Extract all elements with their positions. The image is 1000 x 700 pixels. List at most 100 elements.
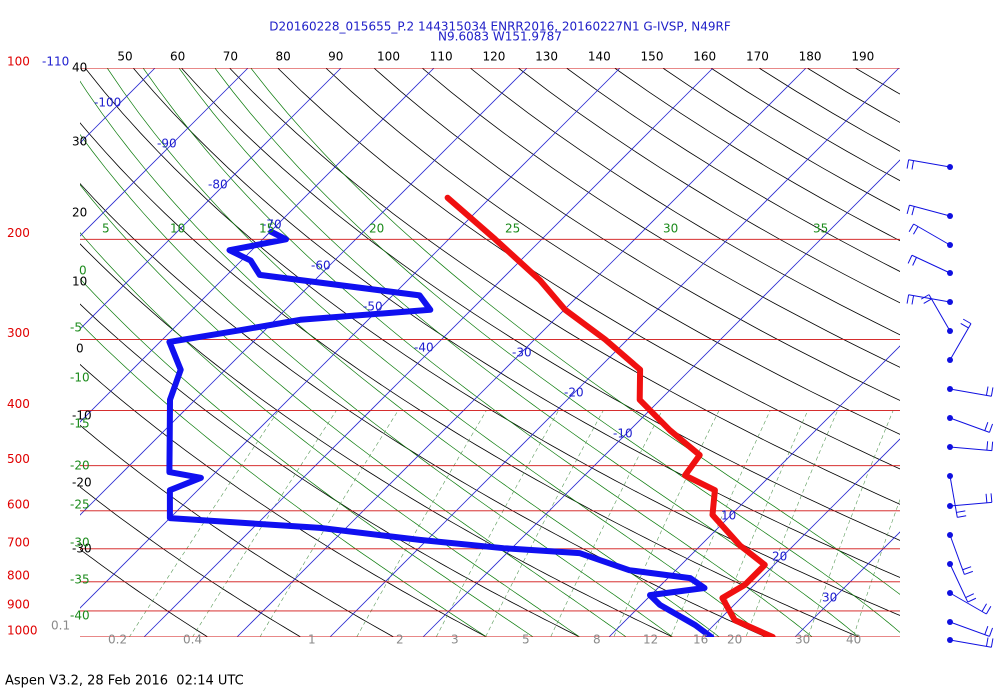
isotherm-label: -60 xyxy=(311,259,331,273)
mixing-ratio-label: 0.2 xyxy=(108,633,127,647)
temperature-label: 0 xyxy=(76,342,84,356)
wind-barb xyxy=(985,386,989,396)
wind-barb xyxy=(984,422,989,431)
wind-dot xyxy=(947,213,953,219)
wind-staff xyxy=(911,254,951,274)
wind-barb xyxy=(906,205,910,214)
pressure-label: 900 xyxy=(7,597,30,611)
wind-dot xyxy=(947,637,953,643)
pressure-label: 700 xyxy=(7,535,30,549)
wind-staff xyxy=(949,417,990,433)
mixing-ratio-line xyxy=(853,498,900,637)
wind-staff xyxy=(949,446,992,452)
dry-adiabat xyxy=(80,182,767,637)
wind-barb xyxy=(991,441,994,451)
mixing-ratio-label: 20 xyxy=(727,633,742,647)
moist-adiabat xyxy=(80,80,720,637)
adiabat-label: 35 xyxy=(813,222,828,236)
moist-adiabat xyxy=(80,278,534,637)
adiabat-label: 15 xyxy=(259,222,274,236)
wind-staff xyxy=(949,323,972,361)
wind-barb xyxy=(967,597,977,603)
pressure-label: 100 xyxy=(7,55,30,69)
wind-barb xyxy=(906,159,910,169)
isotherm xyxy=(80,68,528,516)
wind-barb xyxy=(990,493,993,503)
wind-dot xyxy=(947,503,953,509)
isotherm-label: 30 xyxy=(822,591,837,605)
pressure-label: 300 xyxy=(7,326,30,340)
adiabat-label: -5 xyxy=(70,321,82,335)
plot-area xyxy=(80,68,900,637)
mixing-ratio-label: 1 xyxy=(308,633,316,647)
wind-dot xyxy=(947,242,953,248)
moist-adiabat xyxy=(80,133,674,637)
wind-barb xyxy=(990,387,994,397)
wind-barb xyxy=(906,294,910,304)
temperature-label: -30 xyxy=(72,542,92,556)
title: D20160228_015655_P.2 144315034 ENRR2016,… xyxy=(269,20,731,34)
isotherm xyxy=(80,68,621,609)
mixing-ratio-label: 3 xyxy=(451,633,459,647)
temperature-label: 40 xyxy=(72,61,87,75)
wind-barb xyxy=(911,160,915,170)
adiabat-label: -15 xyxy=(70,417,90,431)
dry-adiabat xyxy=(80,548,209,637)
adiabat-label: 5 xyxy=(102,222,110,236)
wind-staff xyxy=(949,534,965,575)
dry-adiabat xyxy=(469,68,900,336)
mixing-ratio-label: 8 xyxy=(593,633,601,647)
pressure-label: 500 xyxy=(7,452,30,466)
dry-adiabat xyxy=(180,68,900,541)
mixing-ratio-line xyxy=(670,410,771,637)
mixing-ratio-line xyxy=(356,410,487,637)
pressure-label: 600 xyxy=(7,497,30,511)
dry-adiabat xyxy=(277,68,900,470)
temperature-profile xyxy=(444,194,776,637)
isotherm xyxy=(701,438,900,637)
wind-barb xyxy=(988,627,994,637)
isotherm-label: -50 xyxy=(363,300,383,314)
wind-dot xyxy=(947,164,953,170)
wind-staff xyxy=(913,223,951,246)
wind-staff xyxy=(949,475,958,518)
isotherm xyxy=(608,345,900,637)
temperature-label: -20 xyxy=(72,476,92,490)
mixing-ratio-line xyxy=(192,410,337,637)
wind-barb xyxy=(985,605,992,615)
wind-barbs xyxy=(906,159,994,648)
dry-adiabat xyxy=(228,68,900,505)
wind-barb xyxy=(923,298,932,304)
wind-staff xyxy=(908,294,951,303)
adiabat-label: -30 xyxy=(70,536,90,550)
pressure-label: 800 xyxy=(7,568,30,582)
wind-dot xyxy=(947,473,953,479)
mixing-ratio-line xyxy=(485,410,604,637)
adiabat-label: 30 xyxy=(663,222,678,236)
wind-barb xyxy=(911,206,915,216)
wind-staff xyxy=(908,159,951,168)
footer: Aspen V3.2, 28 Feb 2016 02:14 UTC xyxy=(5,674,244,689)
mixing-ratio-line xyxy=(745,410,838,637)
dry-adiabat xyxy=(80,363,488,637)
dry-adiabat xyxy=(80,486,302,637)
wind-barb xyxy=(964,570,973,575)
top-scale-label: 130 xyxy=(535,50,558,64)
dry-adiabat xyxy=(84,68,900,616)
moist-adiabat xyxy=(80,232,581,637)
dry-adiabat xyxy=(373,68,900,401)
temperature-label: 10 xyxy=(72,275,87,289)
top-scale-label: 170 xyxy=(746,50,769,64)
isotherm-label: -20 xyxy=(564,386,584,400)
wind-barb xyxy=(962,566,972,571)
isotherm xyxy=(80,68,249,237)
wind-dot xyxy=(947,590,953,596)
wind-dot xyxy=(947,415,953,421)
isotherm-label: -70 xyxy=(262,218,282,232)
isotherm xyxy=(794,531,900,637)
mixing-ratio-label: 40 xyxy=(846,633,861,647)
isotherm xyxy=(143,68,714,637)
wind-staff xyxy=(928,294,951,332)
